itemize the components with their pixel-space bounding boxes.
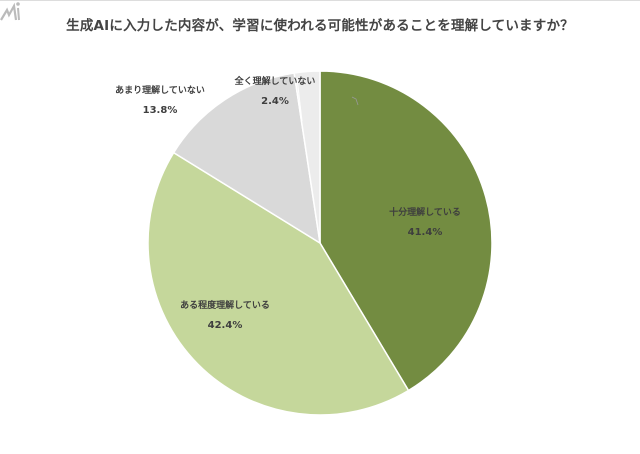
slice-rarely-understand: [172, 72, 321, 245]
label-name: 全く理解していない: [234, 77, 316, 87]
watermark-logo-icon: [0, 2, 20, 21]
label-percent: 42.4%: [207, 320, 243, 331]
leader-line-rarely: [351, 96, 359, 106]
slice-fully-understand: [319, 70, 493, 392]
leader-line-not-at-all: [296, 77, 303, 122]
label-percent: 41.4%: [407, 227, 443, 238]
label-name: 十分理解している: [389, 208, 461, 218]
label-not-at-all: 全く理解していない 2.4%: [215, 74, 335, 107]
slice-not-at-all: [293, 70, 321, 244]
slice-somewhat-understand: [147, 151, 410, 416]
label-fully-understand: 十分理解している 41.4%: [370, 205, 480, 238]
label-somewhat-understand: ある程度理解している 42.4%: [160, 298, 290, 331]
chart-title: 生成AIに入力した内容が、学習に使われる可能性があることを理解していますか？: [66, 18, 574, 34]
label-name: ある程度理解している: [180, 301, 270, 311]
label-rarely-understand: あまり理解していない 13.8%: [100, 83, 220, 116]
label-percent: 13.8%: [142, 105, 178, 116]
label-percent: 2.4%: [261, 96, 289, 107]
label-name: あまり理解していない: [115, 86, 205, 96]
